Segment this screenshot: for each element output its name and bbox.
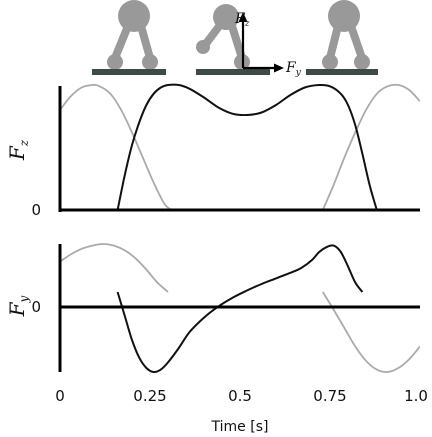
robot-illustration: Fz Fy	[92, 0, 378, 78]
x-tick-2: 0.5	[228, 387, 252, 405]
leg-diagram-left	[92, 0, 166, 75]
ground-middle	[196, 69, 270, 75]
fz-series-0-line	[116, 83, 378, 211]
fz-y-axis-label: Fz	[5, 139, 31, 161]
fz-series-1-line	[60, 84, 173, 211]
fy-y-axis-label: Fy	[5, 295, 31, 317]
fz-plot-area	[60, 83, 420, 211]
fz-y-tick-0: 0	[31, 201, 41, 219]
fy-y-tick-0: 0	[31, 298, 41, 316]
leg-diagram-middle: Fz Fy	[196, 4, 302, 78]
fz-series-2-line	[321, 83, 420, 211]
fy-series-0-line	[116, 244, 364, 374]
force-y-label: Fy	[285, 60, 302, 78]
ground-right	[306, 69, 378, 75]
x-tick-4: 1.0	[404, 387, 428, 405]
x-tick-0: 0	[55, 387, 65, 405]
x-tick-3: 0.75	[313, 387, 346, 405]
fy-series-1-line	[60, 243, 169, 293]
fz-chart: Fz 0	[5, 83, 420, 219]
fy-chart: Fy 0 0 0.25 0.5 0.75 1.0 Time [s]	[5, 243, 428, 435]
x-axis-label: Time [s]	[211, 419, 269, 435]
x-tick-labels: 0 0.25 0.5 0.75 1.0	[55, 387, 428, 405]
leg-diagram-right	[306, 0, 378, 75]
force-z-label: Fz	[234, 11, 250, 29]
fy-series-2-line	[322, 291, 420, 373]
fy-plot-area	[60, 243, 420, 374]
ground-left	[92, 69, 166, 75]
x-tick-1: 0.25	[133, 387, 166, 405]
